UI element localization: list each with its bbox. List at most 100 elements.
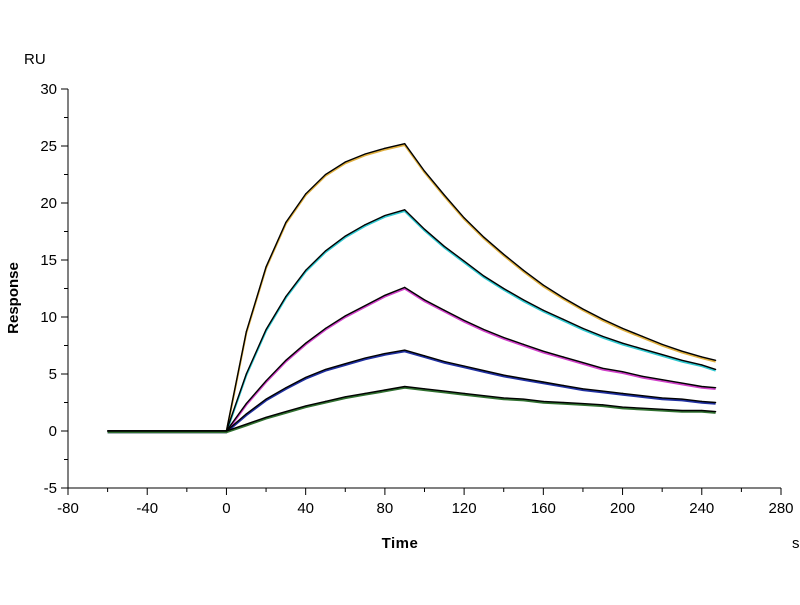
data-point-conc-5 — [344, 396, 346, 398]
raw-curve-conc-3 — [107, 287, 716, 434]
data-point-conc-2 — [404, 209, 406, 211]
data-point-conc-2 — [305, 269, 307, 271]
y-tick-label: 5 — [49, 366, 57, 383]
data-point-conc-5 — [364, 392, 366, 394]
data-point-conc-2 — [423, 228, 426, 230]
x-tick-label: 280 — [768, 500, 793, 517]
y-tick-label: 25 — [40, 138, 57, 155]
data-point-conc-1 — [503, 253, 505, 255]
x-tick-label: -80 — [57, 500, 79, 517]
data-point-conc-1 — [384, 147, 386, 149]
data-point-conc-5 — [483, 395, 485, 397]
data-point-conc-5 — [404, 385, 406, 388]
data-point-conc-3 — [344, 315, 346, 317]
data-point-conc-5 — [542, 400, 544, 402]
data-point-conc-2 — [562, 318, 564, 320]
data-point-conc-3 — [522, 343, 525, 345]
data-point-conc-5 — [582, 403, 584, 405]
data-point-conc-1 — [344, 161, 346, 163]
x-tick-label: 240 — [689, 500, 714, 517]
data-point-conc-3 — [562, 356, 564, 358]
data-point-conc-4 — [245, 413, 247, 415]
x-tick-label: 200 — [610, 500, 635, 517]
data-point-conc-4 — [285, 387, 287, 389]
data-point-conc-3 — [483, 328, 485, 331]
data-point-conc-5 — [305, 405, 307, 407]
data-point-conc-1 — [463, 217, 465, 219]
data-point-conc-3 — [582, 362, 584, 364]
data-point-conc-4 — [483, 369, 485, 372]
data-point-conc-5 — [701, 409, 703, 412]
x-axis-label: Time — [382, 535, 419, 552]
data-point-conc-4 — [364, 357, 366, 359]
data-point-conc-4 — [265, 398, 267, 400]
data-point-conc-4 — [344, 363, 346, 365]
data-point-conc-5 — [661, 408, 663, 410]
y-axis-label: Response — [5, 262, 22, 334]
data-point-conc-5 — [522, 398, 525, 400]
data-point-conc-2 — [582, 327, 584, 329]
data-point-conc-5 — [641, 407, 643, 409]
axes: -5 0 5 10 15 20 25 30 -80 -40 0 40 80 120 160 200 240 280 — [40, 81, 793, 517]
data-point-conc-2 — [245, 373, 247, 375]
data-point-conc-4 — [324, 368, 327, 371]
data-point-conc-2 — [483, 275, 485, 277]
data-point-conc-3 — [542, 350, 544, 352]
data-point-conc-1 — [364, 153, 366, 155]
data-point-conc-2 — [661, 354, 663, 356]
data-point-conc-3 — [602, 367, 604, 369]
data-point-conc-1 — [443, 194, 445, 196]
data-point-conc-1 — [324, 173, 327, 176]
raw-curve-conc-2 — [107, 209, 716, 434]
data-point-conc-1 — [582, 308, 584, 310]
data-point-conc-2 — [701, 364, 703, 366]
data-point-conc-3 — [621, 371, 624, 373]
data-point-conc-1 — [423, 170, 426, 172]
data-point-conc-3 — [305, 342, 307, 344]
data-point-conc-1 — [641, 335, 643, 337]
data-point-conc-1 — [602, 318, 604, 320]
data-point-conc-1 — [701, 356, 703, 358]
data-point-conc-1 — [483, 236, 485, 238]
x-tick-label: 0 — [222, 500, 230, 517]
data-point-conc-1 — [621, 327, 624, 329]
data-point-conc-3 — [715, 387, 717, 389]
raw-curve-conc-4 — [107, 350, 716, 434]
data-point-conc-4 — [463, 365, 465, 367]
raw-curve-conc-5 — [107, 386, 716, 434]
x-unit-label: s — [792, 535, 800, 552]
data-point-conc-3 — [681, 382, 683, 384]
data-point-conc-1 — [715, 359, 717, 361]
x-tick-label: 40 — [297, 500, 314, 517]
data-point-conc-5 — [423, 388, 426, 390]
data-point-conc-4 — [522, 377, 525, 380]
data-point-conc-5 — [265, 416, 267, 418]
data-point-conc-3 — [404, 286, 406, 288]
data-point-conc-2 — [621, 342, 624, 344]
data-point-conc-5 — [225, 430, 228, 432]
data-point-conc-1 — [265, 266, 267, 268]
data-point-conc-2 — [265, 328, 267, 331]
data-point-conc-2 — [715, 368, 717, 371]
data-point-conc-4 — [715, 401, 717, 404]
data-point-conc-3 — [265, 380, 267, 382]
data-point-conc-4 — [681, 398, 683, 400]
data-point-conc-2 — [522, 299, 525, 301]
data-point-conc-2 — [542, 309, 544, 311]
data-point-conc-3 — [285, 359, 287, 361]
y-tick-label: 10 — [40, 309, 57, 326]
data-point-conc-5 — [285, 411, 287, 413]
data-point-conc-3 — [701, 385, 703, 388]
data-point-conc-5 — [384, 389, 386, 391]
data-point-conc-5 — [503, 397, 505, 399]
data-point-conc-2 — [463, 260, 465, 262]
data-point-conc-4 — [661, 397, 663, 399]
data-point-conc-5 — [107, 430, 109, 432]
data-point-conc-5 — [621, 406, 624, 408]
data-point-conc-4 — [503, 374, 505, 376]
data-point-conc-2 — [503, 287, 505, 290]
data-point-conc-1 — [661, 343, 663, 345]
data-point-conc-4 — [443, 360, 445, 363]
data-point-conc-3 — [423, 299, 426, 301]
data-point-conc-2 — [602, 335, 604, 337]
